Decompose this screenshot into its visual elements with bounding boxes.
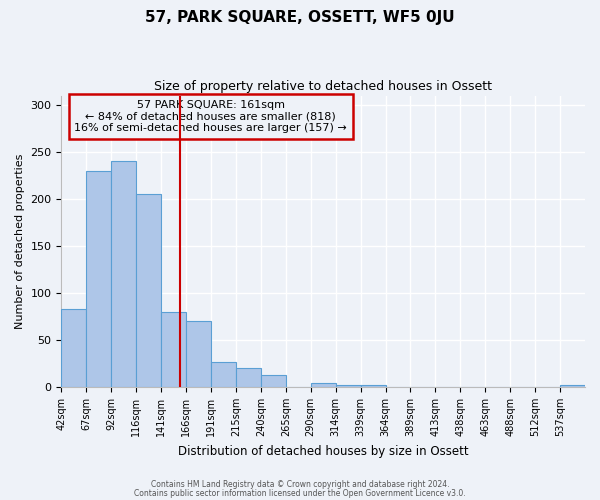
Bar	[86, 171, 111, 387]
Bar	[136, 194, 161, 387]
Bar	[211, 362, 236, 387]
Text: Contains public sector information licensed under the Open Government Licence v3: Contains public sector information licen…	[134, 488, 466, 498]
X-axis label: Distribution of detached houses by size in Ossett: Distribution of detached houses by size …	[178, 444, 469, 458]
Text: 57 PARK SQUARE: 161sqm
← 84% of detached houses are smaller (818)
16% of semi-de: 57 PARK SQUARE: 161sqm ← 84% of detached…	[74, 100, 347, 133]
Text: Contains HM Land Registry data © Crown copyright and database right 2024.: Contains HM Land Registry data © Crown c…	[151, 480, 449, 489]
Y-axis label: Number of detached properties: Number of detached properties	[15, 154, 25, 329]
Bar	[61, 309, 86, 387]
Bar	[236, 368, 261, 387]
Bar	[560, 385, 585, 387]
Bar	[335, 385, 361, 387]
Text: 57, PARK SQUARE, OSSETT, WF5 0JU: 57, PARK SQUARE, OSSETT, WF5 0JU	[145, 10, 455, 25]
Bar	[111, 162, 136, 387]
Bar	[186, 321, 211, 387]
Bar	[261, 375, 286, 387]
Title: Size of property relative to detached houses in Ossett: Size of property relative to detached ho…	[154, 80, 492, 93]
Bar	[311, 384, 335, 387]
Bar	[161, 312, 186, 387]
Bar	[361, 385, 386, 387]
